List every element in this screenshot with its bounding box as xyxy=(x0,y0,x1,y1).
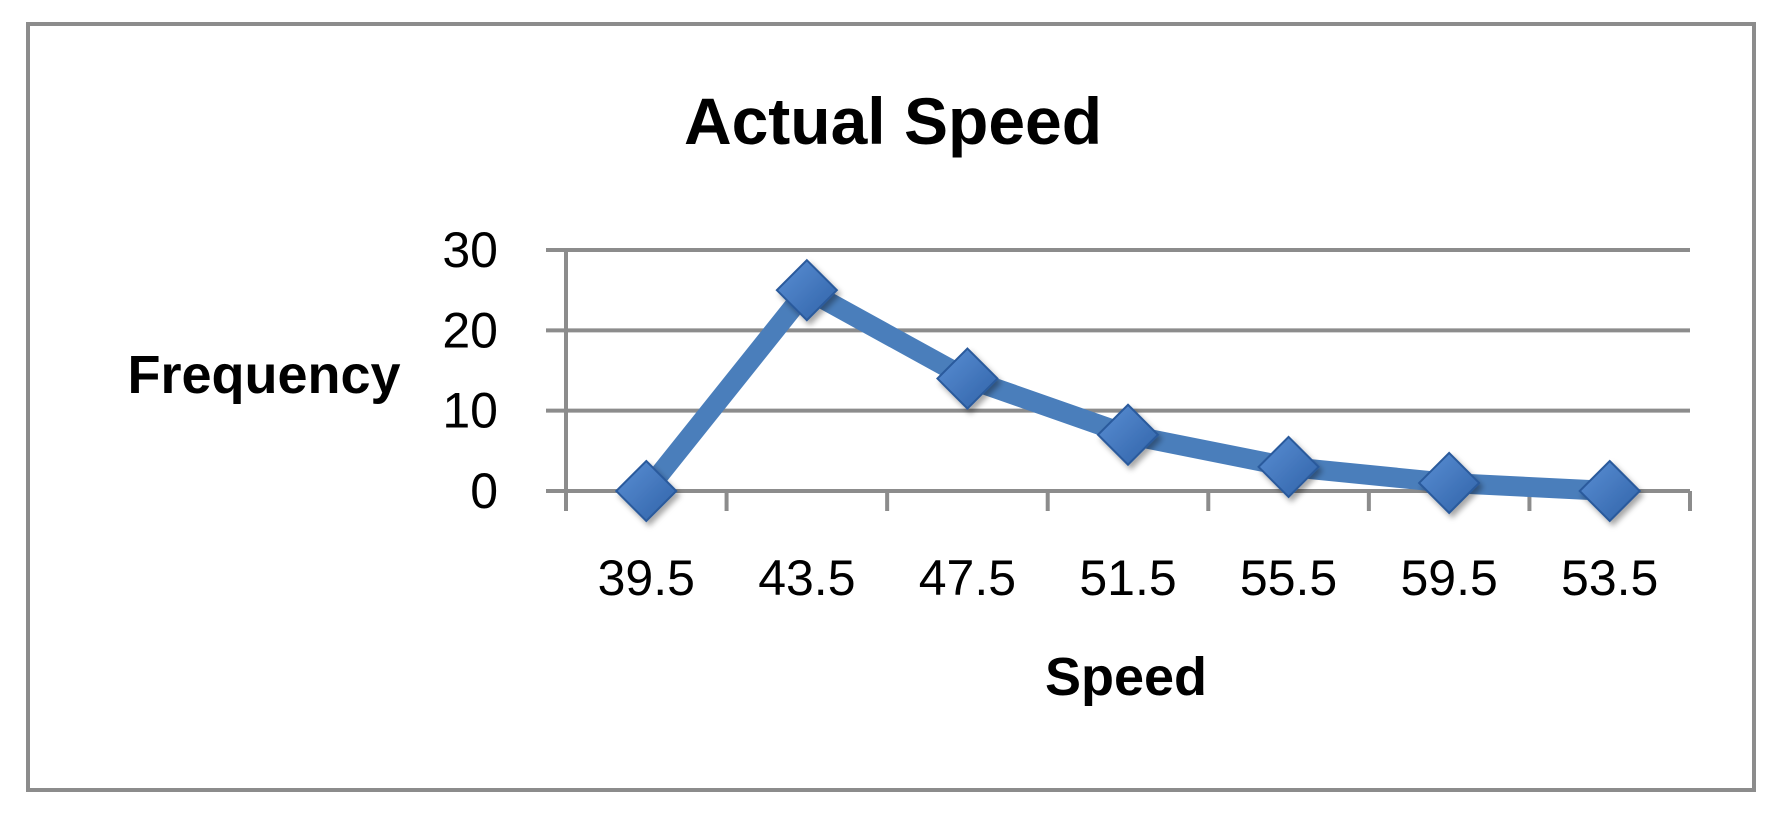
data-point-marker xyxy=(614,459,678,523)
x-tick-label: 55.5 xyxy=(1240,550,1337,606)
data-point-marker xyxy=(1578,459,1642,523)
y-tick-label: 10 xyxy=(442,383,498,439)
x-tick-label: 43.5 xyxy=(758,550,855,606)
x-tick-label: 39.5 xyxy=(598,550,695,606)
y-tick-label: 0 xyxy=(470,463,498,519)
x-tick-label: 59.5 xyxy=(1400,550,1497,606)
x-tick-labels: 39.5 43.5 47.5 51.5 55.5 59.5 53.5 xyxy=(598,550,1659,606)
y-tick-label: 30 xyxy=(442,222,498,278)
data-point-marker xyxy=(775,258,839,322)
x-tick-label: 47.5 xyxy=(919,550,1016,606)
chart-frame xyxy=(26,22,1756,792)
y-axis-title: Frequency xyxy=(127,345,400,405)
chart-title: Actual Speed xyxy=(684,84,1102,158)
series xyxy=(614,258,1642,523)
data-point-marker xyxy=(936,347,999,410)
x-tick-label: 53.5 xyxy=(1561,550,1658,606)
data-point-marker xyxy=(1257,435,1320,499)
gridlines xyxy=(546,248,1690,413)
x-axis-title: Speed xyxy=(1045,647,1207,707)
y-tick-labels: 0 10 20 30 xyxy=(442,222,498,519)
data-point-marker xyxy=(1096,403,1160,467)
data-point-marker xyxy=(1417,451,1481,515)
axes xyxy=(546,250,1692,511)
x-tick-label: 51.5 xyxy=(1079,550,1176,606)
y-tick-label: 20 xyxy=(442,302,498,358)
